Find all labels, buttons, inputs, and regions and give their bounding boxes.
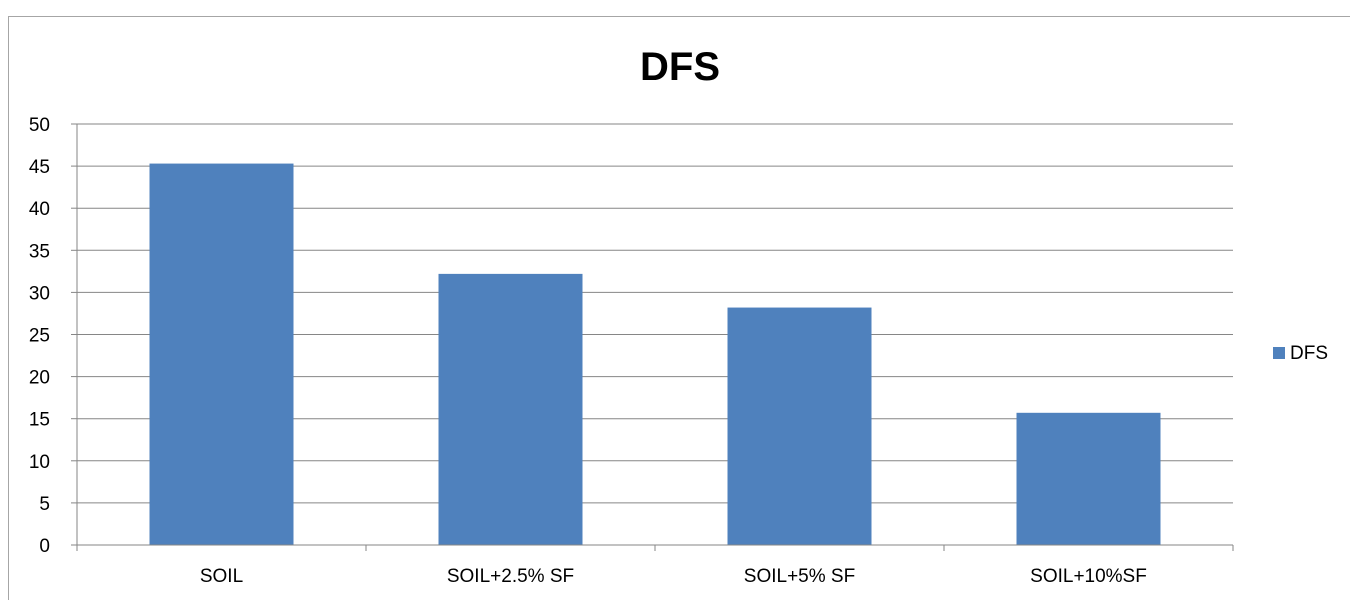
y-tick-label: 0 xyxy=(39,536,50,557)
x-tick-label: SOIL+2.5% SF xyxy=(447,566,574,587)
gridlines xyxy=(77,123,1233,504)
y-tick-label: 45 xyxy=(29,157,50,178)
legend-label: DFS xyxy=(1290,343,1328,364)
chart-title: DFS xyxy=(640,45,720,89)
bar xyxy=(1016,412,1161,545)
bar xyxy=(438,273,583,545)
chart-frame xyxy=(8,16,1350,600)
y-tick-label: 20 xyxy=(29,368,50,389)
y-tick-label: 25 xyxy=(29,326,50,347)
bar xyxy=(149,163,294,545)
y-tick-label: 40 xyxy=(29,199,50,220)
x-tick-label: SOIL+10%SF xyxy=(1030,566,1147,587)
y-tick-label: 15 xyxy=(29,410,50,431)
y-tick-label: 50 xyxy=(29,115,50,136)
x-tick-label: SOIL+5% SF xyxy=(744,566,855,587)
y-tick-label: 30 xyxy=(29,283,50,304)
x-tick-label: SOIL xyxy=(200,566,243,587)
axes: 0 5 10 15 20 25 30 35 40 45 50 SOIL SOIL+2.5% SF SOIL… xyxy=(29,115,1234,587)
bars xyxy=(149,163,1161,545)
y-tick-label: 5 xyxy=(39,494,50,515)
legend-swatch xyxy=(1273,347,1285,359)
legend: DFS xyxy=(1273,343,1328,364)
bar xyxy=(727,307,872,545)
y-tick-label: 35 xyxy=(29,241,50,262)
y-tick-label: 10 xyxy=(29,452,50,473)
